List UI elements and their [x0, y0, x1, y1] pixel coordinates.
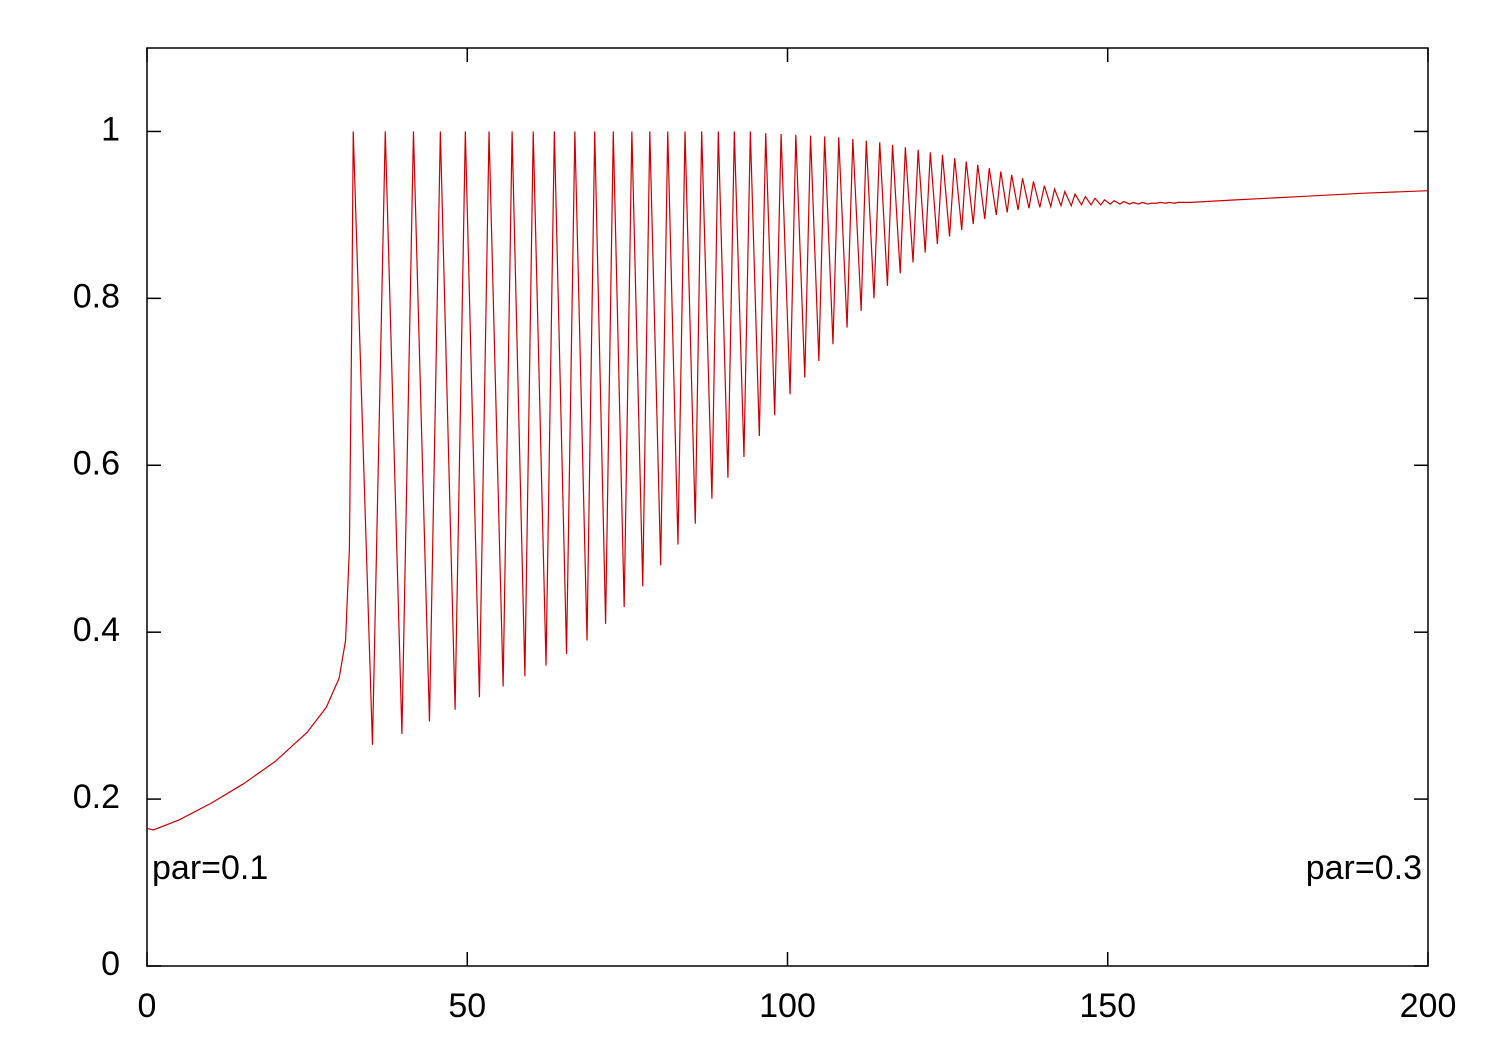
x-tick-label: 0	[138, 987, 157, 1025]
x-tick-label: 100	[759, 987, 816, 1025]
data-line	[146, 131, 1429, 831]
y-tick-label: 0.4	[73, 611, 120, 649]
y-tick-label: 0	[101, 945, 120, 983]
x-tick-label: 200	[1400, 987, 1457, 1025]
y-tick-label: 0.2	[73, 778, 120, 816]
annotation: par=0.3	[1306, 849, 1422, 887]
y-tick-label: 0.6	[73, 444, 120, 482]
annotation: par=0.1	[152, 849, 268, 887]
x-tick-label: 50	[448, 987, 486, 1025]
x-tick-label: 150	[1079, 987, 1136, 1025]
y-tick-label: 1	[101, 110, 120, 148]
y-tick-label: 0.8	[73, 277, 120, 315]
plot-frame	[146, 47, 1429, 967]
